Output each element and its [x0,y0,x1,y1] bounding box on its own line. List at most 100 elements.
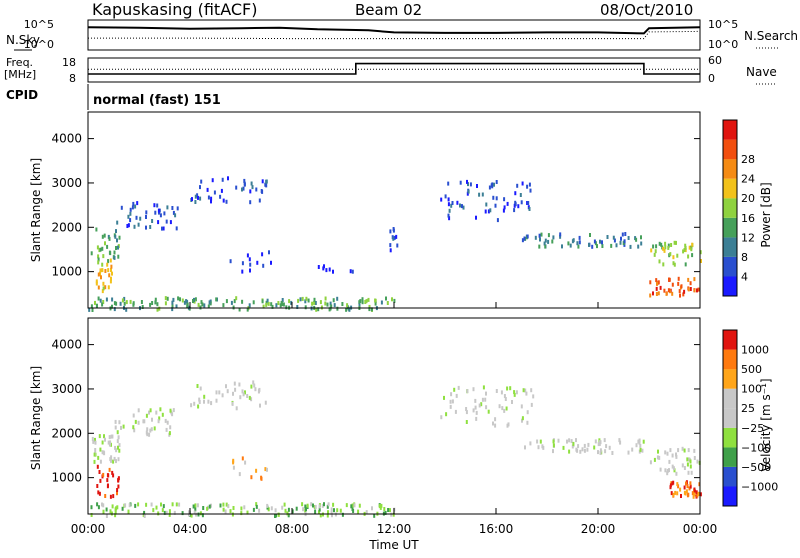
velocity-cell [215,398,218,403]
power-cell [623,239,626,244]
velocity-cell [114,510,117,515]
velocity-cell [449,399,452,404]
power-cell [241,187,243,192]
velocity-cell [102,472,105,477]
power-cell [220,188,223,193]
power-cell [385,296,387,301]
velocity-cell [664,450,667,455]
power-cell [271,304,274,309]
power-cell [196,193,199,198]
power-cell [181,298,184,303]
freq-series-0 [88,62,700,75]
power-cell [88,307,91,312]
power-cell [200,300,203,305]
velocity-cell [642,439,645,444]
velocity-cell [110,455,113,460]
velocity-cell [109,440,112,445]
power-cell [364,300,367,304]
power-cbar-tick: 8 [741,251,748,264]
velocity-cell [472,408,475,413]
velocity-cell [241,389,244,394]
power-cell [213,190,216,195]
power-cell [658,241,661,246]
power-cell [99,298,102,303]
power-cell [227,176,229,181]
power-cell [668,277,671,282]
velocity-cell [454,409,457,414]
power-cell [552,235,555,240]
power-cell [389,243,392,248]
velocity-cbar-tick: −500 [741,461,771,474]
velocity-cell [691,491,694,496]
power-cell [329,301,332,306]
velocity-cell [670,481,673,486]
velocity-cell [98,491,101,496]
power-cell [672,261,675,266]
velocity-cell [106,484,109,489]
velocity-cell [688,486,691,491]
cpid-label: CPID [6,88,38,102]
power-cell [447,197,450,202]
power-cell [252,300,255,305]
velocity-cell [105,507,108,512]
velocity-cell [252,380,255,385]
velocity-cell [181,511,184,516]
velocity-cell [264,400,267,405]
power-cell [655,292,658,296]
power-cell [543,241,546,246]
power-cell [96,304,98,309]
velocity-cell [229,509,232,514]
power-cell [664,241,667,246]
velocity-cell [120,425,122,430]
power-cell [297,298,300,303]
velocity-cell [513,392,516,397]
power-cell [307,298,310,303]
velocity-cell [239,395,242,400]
power-cell [503,197,506,202]
velocity-cell [165,427,168,432]
power-cell [484,209,487,214]
power-cell [521,238,524,243]
velocity-cell [498,404,501,409]
power-cell [615,243,618,248]
velocity-cbar-tick: −1000 [741,480,778,493]
velocity-cell [598,442,601,446]
power-cell [659,285,662,290]
velocity-cell [155,410,158,415]
velocity-cell [252,507,255,512]
noise-series-1 [88,30,701,40]
velocity-cell [210,503,212,508]
velocity-cell [310,502,313,507]
noise-right-tick-bottom: 10^0 [708,38,738,51]
velocity-cell [530,402,533,407]
power-cell [324,296,327,301]
velocity-cell [107,440,110,445]
power-cell [368,304,371,309]
velocity-cell [122,424,125,429]
power-cell [664,245,667,250]
power-cell [657,291,660,296]
power-cell [538,233,541,238]
velocity-cell [178,502,181,507]
power-cell [656,281,658,286]
power-cell [159,213,162,218]
velocity-cell [505,406,508,411]
power-cell [191,197,193,202]
velocity-cell [475,410,478,415]
velocity-cell [520,404,523,409]
power-cell [467,182,469,187]
power-cell [361,300,364,305]
velocity-cell [529,441,532,446]
velocity-cell [672,466,675,471]
site-title: Kapuskasing (fitACF) [92,0,257,19]
power-cell [279,303,282,308]
velocity-cell [165,510,168,515]
velocity-cell [101,450,104,455]
velocity-cell [160,502,162,507]
velocity-cell [671,453,674,458]
velocity-cell [677,484,680,489]
velocity-cell [509,386,512,391]
velocity-cell [485,405,488,410]
freq-panel [87,57,701,83]
velocity-cell [158,416,161,421]
